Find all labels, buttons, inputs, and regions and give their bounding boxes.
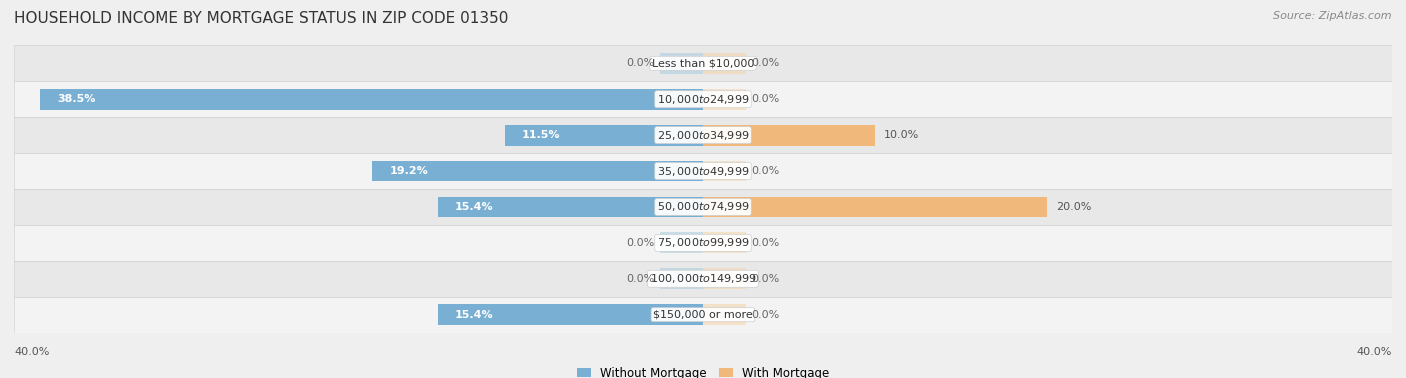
Text: 0.0%: 0.0% [751, 310, 779, 320]
Text: 40.0%: 40.0% [14, 347, 49, 357]
Text: 11.5%: 11.5% [522, 130, 561, 140]
Bar [14, 81, 1392, 117]
Bar [505, 125, 703, 146]
Text: 0.0%: 0.0% [751, 238, 779, 248]
Legend: Without Mortgage, With Mortgage: Without Mortgage, With Mortgage [572, 362, 834, 378]
Text: 0.0%: 0.0% [751, 94, 779, 104]
Bar [373, 161, 703, 181]
Text: 10.0%: 10.0% [884, 130, 920, 140]
Text: 15.4%: 15.4% [456, 202, 494, 212]
Text: 0.0%: 0.0% [751, 274, 779, 284]
Bar [14, 225, 1392, 261]
Bar [703, 304, 747, 325]
Bar [703, 89, 747, 110]
Bar [703, 268, 747, 289]
Text: $50,000 to $74,999: $50,000 to $74,999 [657, 200, 749, 214]
Text: 0.0%: 0.0% [751, 58, 779, 68]
Bar [39, 89, 703, 110]
Bar [14, 117, 1392, 153]
Text: $35,000 to $49,999: $35,000 to $49,999 [657, 164, 749, 178]
Bar [14, 189, 1392, 225]
Bar [437, 197, 703, 217]
Text: $150,000 or more: $150,000 or more [654, 310, 752, 320]
Text: $25,000 to $34,999: $25,000 to $34,999 [657, 129, 749, 142]
Bar [659, 232, 703, 253]
Text: 0.0%: 0.0% [627, 58, 655, 68]
Text: 40.0%: 40.0% [1357, 347, 1392, 357]
Bar [703, 161, 747, 181]
Text: $10,000 to $24,999: $10,000 to $24,999 [657, 93, 749, 106]
Text: 38.5%: 38.5% [58, 94, 96, 104]
Text: $100,000 to $149,999: $100,000 to $149,999 [650, 272, 756, 285]
Text: Less than $10,000: Less than $10,000 [652, 58, 754, 68]
Text: 20.0%: 20.0% [1056, 202, 1091, 212]
Bar [14, 297, 1392, 333]
Bar [703, 197, 1047, 217]
Text: 0.0%: 0.0% [627, 274, 655, 284]
Text: $75,000 to $99,999: $75,000 to $99,999 [657, 236, 749, 249]
Text: HOUSEHOLD INCOME BY MORTGAGE STATUS IN ZIP CODE 01350: HOUSEHOLD INCOME BY MORTGAGE STATUS IN Z… [14, 11, 509, 26]
Bar [659, 53, 703, 74]
Bar [703, 232, 747, 253]
Bar [14, 45, 1392, 81]
Bar [437, 304, 703, 325]
Text: 15.4%: 15.4% [456, 310, 494, 320]
Text: 19.2%: 19.2% [389, 166, 429, 176]
Text: 0.0%: 0.0% [751, 166, 779, 176]
Bar [14, 153, 1392, 189]
Bar [14, 261, 1392, 297]
Bar [703, 125, 875, 146]
Text: Source: ZipAtlas.com: Source: ZipAtlas.com [1274, 11, 1392, 21]
Bar [703, 53, 747, 74]
Text: 0.0%: 0.0% [627, 238, 655, 248]
Bar [659, 268, 703, 289]
